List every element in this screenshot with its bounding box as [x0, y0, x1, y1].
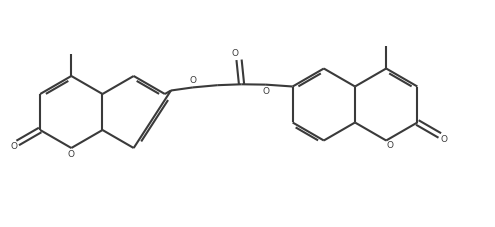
Text: O: O — [10, 143, 17, 151]
Text: O: O — [262, 87, 269, 96]
Text: O: O — [68, 150, 75, 159]
Text: O: O — [232, 49, 239, 58]
Text: O: O — [387, 141, 394, 150]
Text: O: O — [190, 76, 197, 85]
Text: O: O — [440, 135, 447, 144]
